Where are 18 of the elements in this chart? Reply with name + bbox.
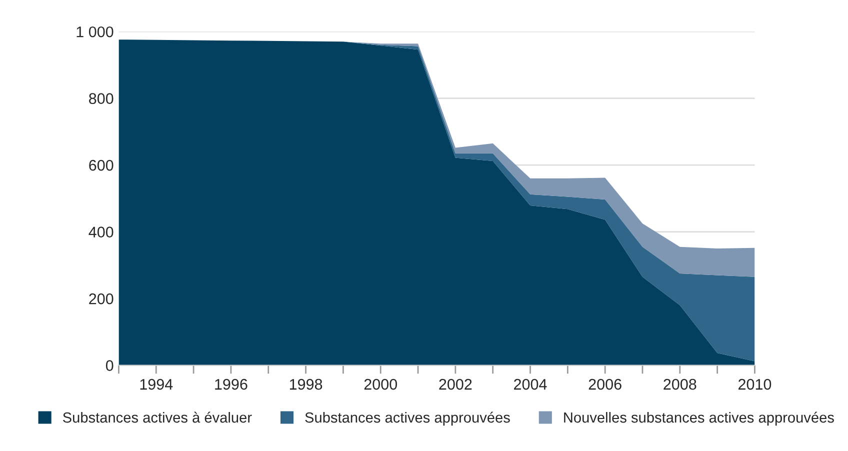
x-tick-label: 2002 xyxy=(439,378,472,390)
x-tick-label: 2008 xyxy=(664,378,696,390)
y-tick-label: 600 xyxy=(89,160,114,171)
x-tick-label: 2006 xyxy=(588,378,622,390)
y-tick-label: 200 xyxy=(89,293,114,304)
y-tick-label: 0 xyxy=(106,360,114,371)
legend-label: Substances actives approuvées xyxy=(305,412,510,426)
y-tick-label: 1 000 xyxy=(76,26,114,38)
x-tick-label: 2010 xyxy=(738,378,772,390)
x-tick-label: 2000 xyxy=(364,378,397,390)
x-tick-label: 1996 xyxy=(215,378,248,390)
x-tick-label: 1994 xyxy=(140,378,173,390)
x-tick-label: 1998 xyxy=(290,378,322,390)
legend-label: Nouvelles substances actives approuvées xyxy=(564,412,834,426)
x-tick-label: 2004 xyxy=(514,378,547,390)
legend-label: Substances actives à évaluer xyxy=(62,412,252,423)
y-tick-label: 800 xyxy=(89,93,114,104)
y-tick-label: 400 xyxy=(88,226,114,238)
